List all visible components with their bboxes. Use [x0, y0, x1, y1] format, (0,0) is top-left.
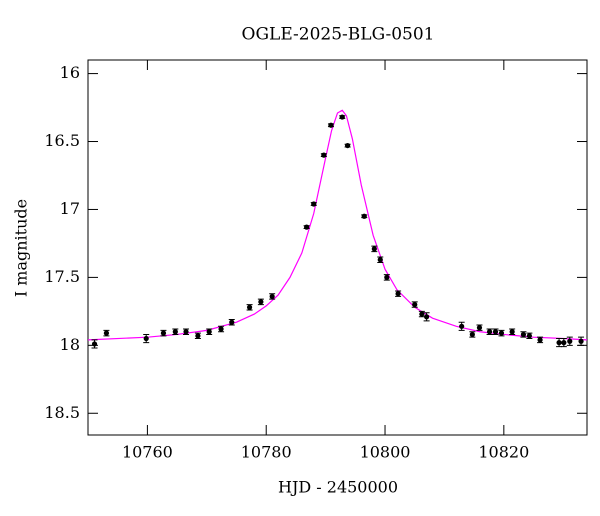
data-point — [509, 329, 515, 335]
data-point — [556, 340, 562, 346]
data-point — [526, 333, 532, 339]
data-point — [537, 337, 543, 343]
data-point — [311, 201, 317, 207]
data-point — [476, 325, 483, 331]
data-point — [206, 329, 212, 335]
x-tick-label: 10800 — [360, 443, 411, 462]
data-point — [395, 291, 401, 297]
data-point — [172, 329, 178, 335]
data-point — [160, 330, 167, 336]
y-tick-label: 18 — [60, 335, 80, 354]
data-point — [371, 246, 377, 252]
data-point — [339, 114, 345, 120]
data-point — [578, 338, 584, 344]
model-curve — [87, 109, 588, 341]
data-point — [91, 341, 98, 347]
data-point — [459, 323, 465, 329]
plot-frame — [87, 59, 588, 436]
data-point — [229, 319, 235, 325]
y-tick-label: 17.5 — [44, 267, 80, 286]
data-point — [492, 329, 499, 335]
data-point — [344, 142, 351, 149]
data-point — [561, 340, 567, 346]
data-point — [424, 314, 430, 320]
x-axis-label: HJD - 2450000 — [278, 478, 398, 497]
data-point — [195, 333, 201, 339]
data-point — [520, 331, 527, 338]
x-tick-label: 10760 — [122, 443, 173, 462]
data-point — [328, 122, 334, 128]
data-point — [269, 293, 275, 300]
x-tick-label: 10780 — [241, 443, 292, 462]
data-point — [567, 338, 573, 344]
y-tick-label: 18.5 — [44, 403, 80, 422]
data-point — [218, 326, 224, 332]
chart-title: OGLE-2025-BLG-0501 — [242, 25, 435, 45]
data-point — [103, 330, 110, 336]
data-point — [183, 329, 189, 335]
data-point — [361, 213, 367, 219]
x-tick-label: 10820 — [478, 443, 529, 462]
y-tick-label: 16 — [60, 63, 80, 82]
data-point — [143, 335, 149, 342]
data-point — [246, 304, 253, 310]
data-point — [469, 331, 475, 338]
data-point — [377, 257, 383, 263]
y-axis-label: I magnitude — [12, 199, 31, 297]
data-point — [304, 224, 310, 230]
data-point — [498, 330, 505, 336]
y-tick-label: 16.5 — [44, 131, 80, 150]
data-point — [384, 274, 390, 280]
data-point — [419, 311, 425, 317]
data-point — [412, 301, 418, 308]
data-point — [486, 329, 493, 335]
data-point — [321, 152, 327, 158]
data-point — [258, 299, 264, 305]
y-tick-label: 17 — [60, 199, 80, 218]
